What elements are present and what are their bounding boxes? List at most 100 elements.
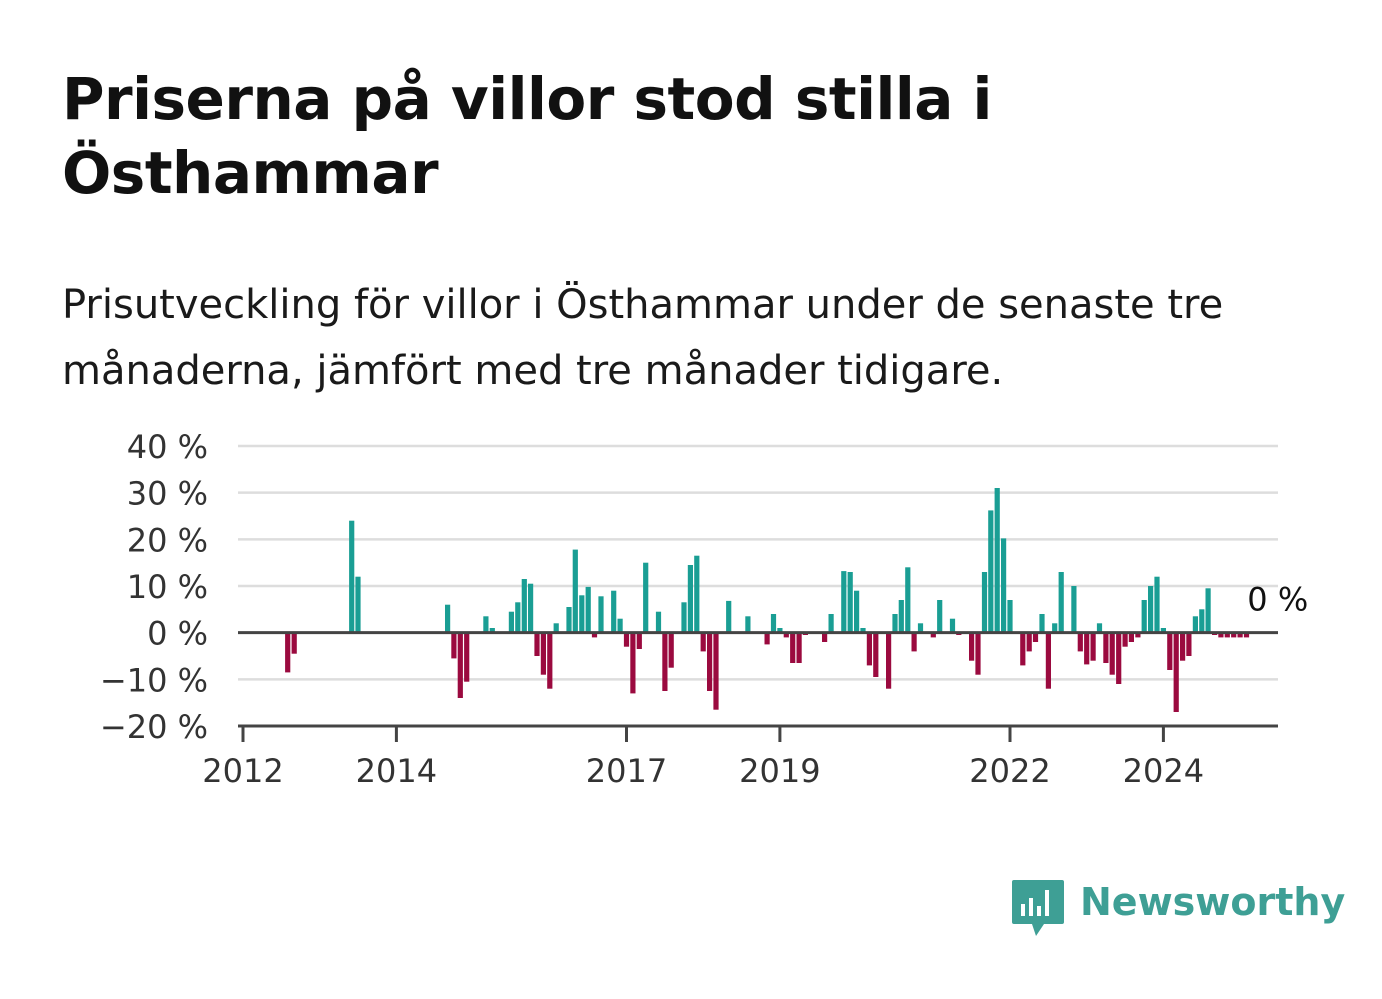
bar: [770, 614, 777, 633]
bar: [623, 632, 630, 647]
bar: [892, 614, 898, 633]
bar: [1167, 632, 1173, 670]
bar: [1218, 632, 1224, 638]
bar: [1001, 538, 1007, 633]
bar: [291, 632, 297, 654]
bar: [1090, 632, 1096, 661]
bar: [822, 632, 828, 642]
chart-subtitle: Prisutveckling för villor i Östhammar un…: [62, 282, 1224, 394]
bar: [1231, 632, 1237, 638]
bar: [1007, 600, 1013, 633]
newsworthy-logo: Newsworthy: [1010, 878, 1345, 942]
bar: [630, 632, 636, 694]
y-tick-label: 30 %: [127, 475, 208, 513]
newsworthy-logo-text: Newsworthy: [1080, 880, 1346, 924]
bar: [445, 604, 451, 633]
bar: [937, 600, 943, 633]
bar: [1032, 632, 1039, 642]
bar: [1103, 632, 1109, 663]
bar: [611, 590, 617, 633]
bar: [1186, 632, 1192, 656]
bar: [700, 632, 706, 652]
bar-chart: 40 %30 %20 %10 %0 %−10 %−20 % 2012 2014 20…: [100, 428, 1308, 790]
bar: [1122, 632, 1128, 647]
bar: [662, 632, 668, 691]
bar: [687, 565, 693, 633]
bar: [451, 632, 457, 659]
bar: [981, 572, 988, 633]
bar: [866, 632, 872, 666]
bar: [917, 623, 924, 633]
y-tick-label: 10 %: [127, 568, 208, 606]
bar: [828, 614, 834, 633]
bar: [643, 562, 649, 633]
bar: [508, 611, 514, 633]
bar: [1148, 586, 1154, 633]
x-tick-label: 2014: [356, 752, 437, 790]
bar: [553, 623, 559, 633]
bar: [617, 618, 623, 633]
bar: [483, 616, 489, 633]
bar: [1192, 616, 1198, 633]
x-tick-label: 2024: [1123, 752, 1204, 790]
bar: [1154, 576, 1160, 633]
bar: [547, 632, 553, 689]
bar: [636, 632, 642, 649]
bar: [572, 549, 578, 633]
y-tick-label: 40 %: [127, 428, 208, 466]
bar: [349, 520, 355, 633]
bar: [585, 586, 591, 633]
bar: [540, 632, 546, 675]
bar: [1096, 623, 1103, 633]
bar: [1160, 628, 1166, 633]
bar: [911, 632, 917, 652]
bar: [1058, 572, 1064, 633]
bar: [1020, 632, 1026, 666]
bar: [1116, 632, 1122, 684]
newsworthy-logo-icon: [1012, 880, 1064, 936]
bar: [355, 576, 361, 633]
x-tick-label: 2019: [739, 752, 820, 790]
bar: [777, 628, 783, 633]
bar: [591, 632, 598, 638]
bar: [1173, 632, 1179, 712]
bar: [841, 571, 847, 633]
bar: [745, 616, 751, 633]
bar: [886, 632, 892, 689]
bar: [969, 632, 975, 661]
x-tick-label: 2022: [969, 752, 1050, 790]
y-tick-label: −20 %: [100, 708, 208, 746]
bar: [285, 632, 291, 673]
bars: [285, 488, 1250, 712]
bar: [726, 600, 732, 633]
bar: [655, 611, 662, 633]
bar: [1180, 632, 1186, 661]
bar: [1077, 632, 1083, 652]
bar: [681, 602, 687, 633]
bar: [489, 628, 495, 633]
bar: [854, 590, 860, 633]
bar: [930, 632, 936, 638]
bar: [764, 632, 770, 645]
y-tick-label: −10 %: [100, 661, 208, 699]
bar: [1224, 632, 1230, 638]
x-axis-tick-labels: 2012 2014 2017 2019 2022 2024: [202, 752, 1204, 790]
bar: [713, 632, 719, 710]
bar: [579, 595, 585, 633]
bar: [1128, 632, 1134, 642]
bar: [790, 632, 796, 663]
bar: [1084, 632, 1090, 665]
bar: [994, 488, 1000, 633]
bar: [528, 583, 534, 633]
bar: [796, 632, 802, 663]
chart-title: Priserna på villor stod stilla i Östhamm…: [62, 65, 992, 207]
y-axis-tick-labels: 40 % 30 % 20 % 10 % 0 % −10 % −20 %: [100, 428, 208, 746]
bar: [1026, 632, 1032, 652]
y-tick-label: 20 %: [127, 521, 208, 559]
bar: [988, 510, 994, 633]
bar: [1135, 632, 1141, 638]
bar: [668, 632, 674, 668]
bar: [1237, 632, 1243, 638]
bar: [694, 555, 700, 633]
gridlines: [238, 444, 1278, 681]
